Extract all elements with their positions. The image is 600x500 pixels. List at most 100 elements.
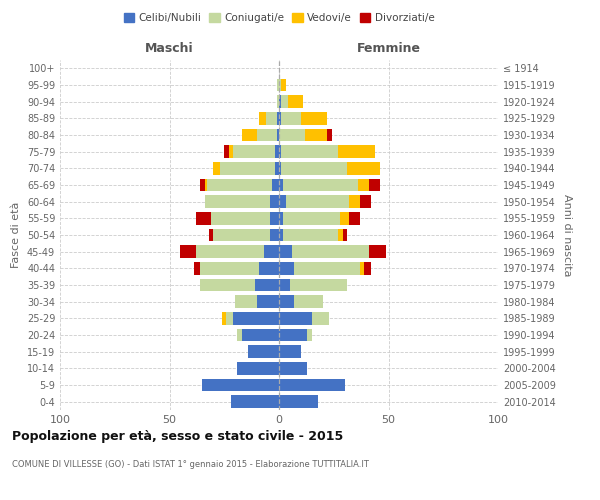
Bar (338, 229, 343, 241)
Bar (257, 296, 279, 308)
Bar (277, 129, 279, 141)
Bar (305, 129, 327, 141)
Bar (277, 79, 279, 92)
Bar (200, 262, 259, 274)
Bar (242, 329, 279, 341)
Bar (214, 229, 270, 241)
Bar (358, 179, 369, 192)
Bar (279, 162, 281, 174)
Bar (279, 112, 281, 124)
Bar (279, 379, 345, 391)
Bar (270, 212, 279, 224)
Bar (286, 196, 349, 208)
Bar (259, 262, 279, 274)
Bar (229, 146, 233, 158)
Bar (279, 229, 283, 241)
Bar (200, 279, 255, 291)
Bar (207, 179, 272, 192)
Bar (181, 246, 196, 258)
Bar (295, 262, 360, 274)
Bar (211, 212, 270, 224)
Bar (283, 179, 358, 192)
Bar (279, 262, 295, 274)
Bar (205, 179, 207, 192)
Bar (235, 296, 257, 308)
Bar (233, 146, 275, 158)
Bar (279, 362, 307, 374)
Bar (275, 162, 279, 174)
Bar (288, 96, 303, 108)
Bar (214, 162, 220, 174)
Bar (279, 146, 281, 158)
Bar (279, 329, 307, 341)
Bar (205, 196, 270, 208)
Bar (279, 312, 312, 324)
Text: Popolazione per età, sesso e stato civile - 2015: Popolazione per età, sesso e stato civil… (12, 430, 343, 443)
Bar (360, 262, 364, 274)
Bar (279, 246, 292, 258)
Text: Maschi: Maschi (145, 42, 194, 55)
Bar (270, 196, 279, 208)
Bar (196, 246, 263, 258)
Text: COMUNE DI VILLESSE (GO) - Dati ISTAT 1° gennaio 2015 - Elaborazione TUTTITALIA.I: COMUNE DI VILLESSE (GO) - Dati ISTAT 1° … (12, 460, 369, 469)
Bar (277, 112, 279, 124)
Bar (238, 362, 279, 374)
Bar (202, 379, 279, 391)
Bar (231, 396, 279, 408)
Bar (338, 146, 376, 158)
Bar (343, 229, 347, 241)
Bar (196, 212, 211, 224)
Bar (290, 279, 347, 291)
Bar (257, 129, 277, 141)
Bar (279, 129, 305, 141)
Bar (279, 79, 281, 92)
Bar (281, 96, 288, 108)
Bar (349, 196, 360, 208)
Y-axis label: Fasce di età: Fasce di età (11, 202, 21, 268)
Bar (281, 79, 286, 92)
Bar (200, 179, 205, 192)
Bar (279, 296, 295, 308)
Bar (279, 212, 283, 224)
Bar (281, 112, 301, 124)
Bar (266, 112, 277, 124)
Bar (279, 346, 301, 358)
Bar (248, 346, 279, 358)
Bar (275, 146, 279, 158)
Bar (360, 196, 371, 208)
Bar (283, 212, 340, 224)
Bar (220, 162, 275, 174)
Bar (283, 229, 338, 241)
Bar (347, 162, 380, 174)
Bar (307, 329, 312, 341)
Bar (295, 296, 323, 308)
Bar (263, 246, 279, 258)
Bar (327, 129, 332, 141)
Bar (349, 212, 360, 224)
Legend: Celibi/Nubili, Coniugati/e, Vedovi/e, Divorziati/e: Celibi/Nubili, Coniugati/e, Vedovi/e, Di… (119, 9, 439, 28)
Bar (224, 146, 229, 158)
Bar (301, 112, 327, 124)
Bar (279, 279, 290, 291)
Bar (340, 212, 349, 224)
Y-axis label: Anni di nascita: Anni di nascita (562, 194, 572, 276)
Bar (279, 196, 286, 208)
Bar (209, 229, 214, 241)
Text: Femmine: Femmine (356, 42, 421, 55)
Bar (270, 229, 279, 241)
Bar (233, 312, 279, 324)
Bar (238, 329, 242, 341)
Bar (194, 262, 200, 274)
Bar (281, 162, 347, 174)
Bar (222, 312, 226, 324)
Bar (292, 246, 369, 258)
Bar (279, 179, 283, 192)
Bar (369, 179, 380, 192)
Bar (279, 96, 281, 108)
Bar (242, 129, 257, 141)
Bar (369, 246, 386, 258)
Bar (364, 262, 371, 274)
Bar (272, 179, 279, 192)
Bar (312, 312, 329, 324)
Bar (255, 279, 279, 291)
